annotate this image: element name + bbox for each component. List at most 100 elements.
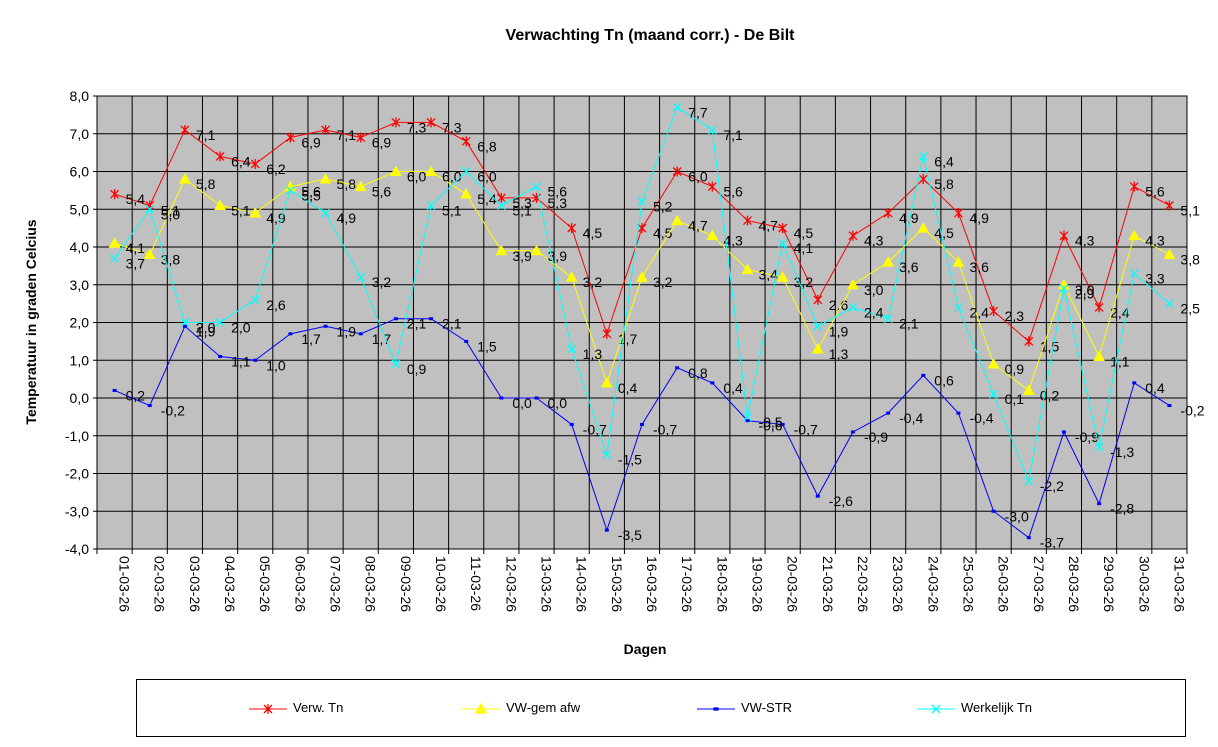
x-tick-label: 19-03-26 [749,556,765,612]
legend-marker [713,706,719,711]
data-label: 3,2 [653,274,673,290]
data-label: 2,4 [969,304,989,320]
data-point [532,182,541,192]
chart-title: Verwachting Tn (maand corr.) - De Bilt [506,27,796,44]
data-label: 1,9 [196,323,216,339]
legend-swatch [697,706,735,711]
legend-item: VW-gem afw [462,700,580,715]
data-point [847,278,859,290]
data-point [778,238,788,248]
data-point [319,173,332,184]
data-label: 4,7 [688,218,708,234]
data-label: -0,7 [653,421,677,437]
data-point [671,214,684,226]
data-point [953,208,963,219]
data-point [108,237,121,248]
x-tick-label: 07-03-26 [328,556,344,612]
y-tick-label: 3,0 [70,277,90,293]
data-point [1026,536,1031,540]
data-point [112,388,117,392]
data-label: 1,5 [477,338,497,354]
data-label: 4,9 [337,210,357,226]
data-label: -0,7 [794,421,818,437]
data-label: 7,3 [407,119,427,135]
data-point [921,373,926,377]
data-point [429,317,434,321]
data-point [249,206,262,218]
data-point [426,117,436,128]
data-point [604,528,609,532]
data-label: 4,7 [758,218,778,234]
x-tick-label: 30-03-26 [1136,556,1152,612]
legend: Verw. Tn VW-gem afw VW-STR Werkelijk Tn [136,679,1186,737]
data-point [285,132,295,143]
data-point [253,358,258,362]
data-point [675,366,680,370]
data-label: 5,0 [161,206,181,222]
data-point [1059,284,1069,293]
data-label: 0,4 [1145,380,1165,396]
legend-marker [474,702,488,714]
data-label: 6,0 [688,169,708,185]
data-label: -0,9 [1075,429,1099,445]
y-tick-label: -1,0 [65,428,89,444]
x-tick-label: 15-03-26 [609,556,625,612]
data-point [850,430,855,434]
data-point [1128,229,1141,241]
data-label: 0,4 [618,380,638,396]
data-point [393,317,398,321]
y-tick-label: -4,0 [65,541,89,557]
data-point [426,201,436,210]
data-label: 3,2 [794,274,814,290]
data-point [917,222,930,233]
data-label: 1,0 [266,357,286,373]
data-label: -0,9 [864,429,888,445]
x-tick-label: 25-03-26 [960,556,976,612]
data-label: 5,5 [301,187,321,203]
data-label: 1,9 [829,323,849,339]
data-label: 5,1 [1180,202,1200,218]
data-point [143,248,156,260]
series-werkelijk-tn: 3,7 5,0 2,0 2,0 2,6 5,5 4,9 3,2 0,9 5,1 6,0 5,1 5,6 1… [110,102,1200,494]
data-point [707,125,717,135]
data-label: -0,2 [1180,403,1204,419]
data-label: -3,7 [1040,535,1064,551]
data-label: 4,1 [126,240,146,256]
x-tick-label: 18-03-26 [714,556,730,612]
data-point [496,192,506,203]
data-label: 7,1 [196,127,216,143]
data-point [848,302,858,312]
data-point [636,271,648,282]
data-label: 2,4 [864,304,884,320]
data-label: -0,2 [161,403,185,419]
x-tick-label: 02-03-26 [152,556,168,612]
x-tick-label: 04-03-26 [222,556,238,612]
x-tick-label: 16-03-26 [644,556,660,612]
data-label: -1,3 [1110,444,1134,460]
legend-label: Werkelijk Tn [961,700,1033,715]
series-vw-str: 0,2 -0,2 1,9 1,1 1,0 1,7 1,9 1,7 2,1 2,1 1,5 0,0 0,0… [112,316,1205,551]
data-label: 3,8 [161,252,181,268]
data-point [321,124,331,135]
data-label: 7,7 [688,104,708,120]
data-point [250,295,260,305]
data-label: 5,6 [1145,184,1165,200]
data-label: 4,9 [266,210,286,226]
data-label: 6,0 [407,169,427,185]
data-label: 3,0 [1075,282,1095,298]
data-point [182,324,187,328]
x-tick-label: 14-03-26 [574,556,590,612]
data-point [569,422,574,426]
data-point [989,306,999,317]
data-label: 6,0 [442,169,462,185]
legend-label: VW-gem afw [506,700,581,715]
data-label: 0,1 [1005,391,1025,407]
data-label: 5,8 [196,176,216,192]
y-tick-label: 5,0 [70,201,90,217]
data-point [600,376,613,388]
data-point [710,381,715,385]
data-label: 5,8 [337,176,357,192]
data-point [637,223,647,234]
data-label: 5,6 [372,184,392,200]
data-point [390,165,402,176]
